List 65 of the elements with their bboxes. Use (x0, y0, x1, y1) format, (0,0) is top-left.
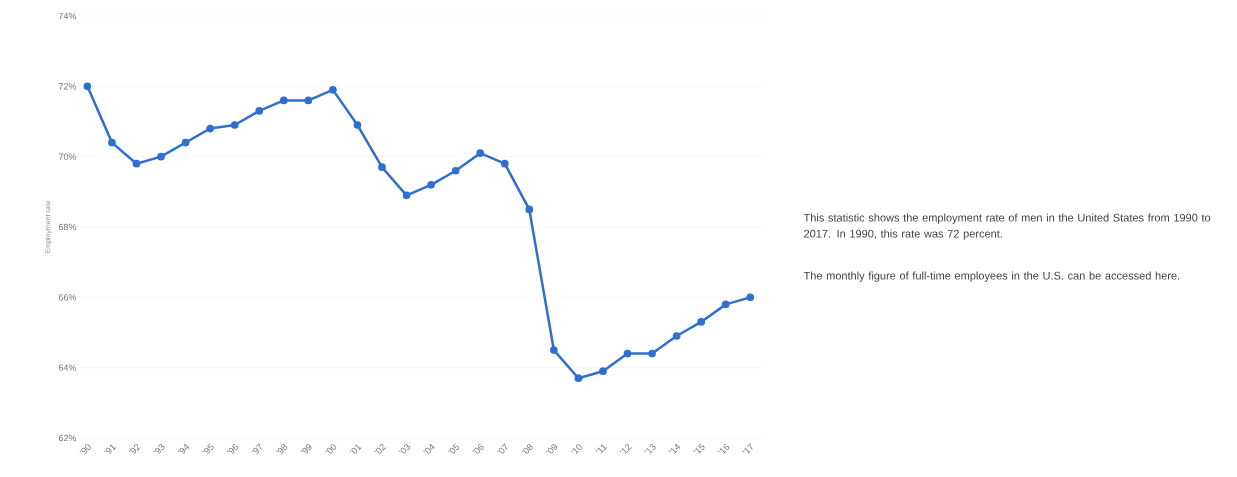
text: This statistic shows the employment rate of men in the United States from 1990 to 2017. In 1990, this rate was 72 percent. (803, 213, 1211, 240)
x-tick-label: '96 (226, 444, 239, 454)
x-tick-label: '14 (668, 443, 681, 454)
x-tick-label: '03 (398, 444, 411, 454)
point (427, 180, 435, 189)
point (402, 191, 411, 200)
point (108, 138, 116, 147)
point (255, 107, 264, 115)
point (378, 163, 386, 172)
point (476, 149, 485, 157)
text: The monthly figure of full-time employees in the U.S. can be accessed here. (803, 271, 1180, 282)
point (697, 318, 706, 326)
y-tick-label: 66% (58, 294, 77, 301)
x-tick-label: '02 (374, 444, 387, 454)
point (353, 121, 362, 129)
point (206, 124, 214, 133)
x-tick-label: '98 (275, 444, 288, 454)
y-tick-label: 64% (58, 364, 77, 371)
point (500, 159, 509, 168)
point (83, 82, 92, 91)
point (550, 346, 558, 354)
x-tick-label: '04 (423, 443, 435, 454)
x-tick-label: '15 (693, 443, 705, 454)
y-tick-label: 70% (58, 153, 77, 160)
x-tick-label: '97 (251, 443, 262, 454)
x-tick-label: '08 (521, 444, 533, 454)
x-tick-label: '01 (349, 444, 362, 454)
point (132, 159, 141, 168)
x-tick-label: '90 (79, 444, 91, 454)
x-tick-label: '06 (472, 444, 484, 454)
point (721, 300, 730, 309)
point (329, 86, 337, 94)
x-tick-label: '07 (496, 443, 508, 454)
y-tick-label: 72% (58, 83, 77, 90)
point (623, 349, 632, 358)
x-tick-label: '94 (177, 443, 190, 454)
point (672, 332, 681, 340)
point (181, 138, 190, 147)
y-tick-label: 68% (58, 223, 77, 231)
x-tick-label: '16 (717, 444, 730, 455)
x-tick-label: '00 (324, 444, 337, 454)
point (648, 349, 656, 358)
point (304, 96, 313, 105)
y-tick-label: 62% (58, 434, 77, 442)
x-tick-label: '93 (153, 444, 165, 454)
x-tick-label: '99 (300, 444, 312, 454)
x-tick-label: '05 (447, 443, 460, 454)
point (157, 152, 165, 161)
point (599, 367, 607, 376)
x-tick-label: '91 (104, 444, 117, 454)
x-tick-label: '09 (545, 444, 558, 454)
y-tick-label: 74% (58, 12, 77, 20)
x-tick-label: '10 (570, 444, 582, 455)
point (230, 121, 239, 129)
x-tick-label: '92 (128, 444, 141, 454)
x-tick-label: '95 (202, 443, 214, 454)
point (574, 374, 583, 383)
x-tick-label: '13 (644, 444, 656, 455)
point (525, 205, 534, 214)
point (746, 293, 755, 302)
x-tick-label: '11 (595, 444, 608, 454)
x-tick-label: '17 (742, 443, 753, 454)
point (451, 166, 460, 175)
point (279, 96, 288, 105)
x-tick-label: '12 (619, 444, 632, 455)
